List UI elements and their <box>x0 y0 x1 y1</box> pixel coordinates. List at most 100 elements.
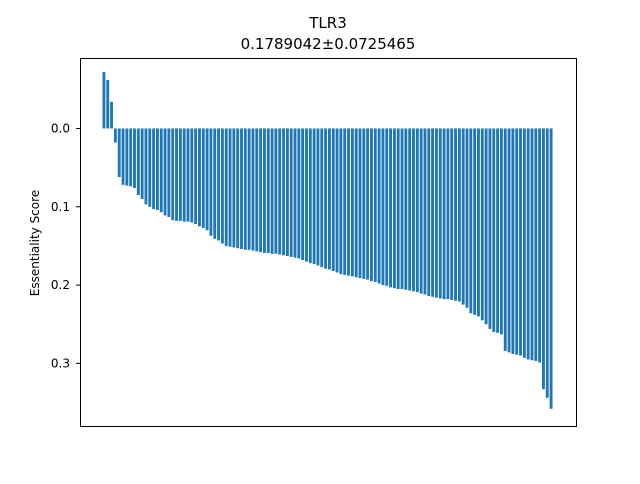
bar <box>469 128 473 314</box>
bar <box>477 128 480 317</box>
bar <box>316 128 320 266</box>
bar <box>171 128 175 221</box>
bar <box>534 128 538 362</box>
bar <box>274 128 278 254</box>
bar <box>255 128 259 252</box>
bar <box>144 128 148 205</box>
bar <box>515 128 519 355</box>
bar <box>370 128 373 282</box>
bar <box>155 128 159 210</box>
bar <box>473 128 477 315</box>
bar <box>358 128 362 279</box>
bar <box>404 128 408 290</box>
bar <box>488 128 492 329</box>
bar <box>461 128 465 305</box>
bar <box>408 128 412 291</box>
bar <box>339 128 343 275</box>
bar <box>350 128 354 277</box>
chart-subtitle: 0.1789042±0.0725465 <box>241 35 416 53</box>
bar <box>423 128 427 295</box>
bar <box>454 128 457 301</box>
plot-frame <box>80 58 577 427</box>
bar <box>282 128 285 256</box>
chart-title: TLR3 <box>308 14 347 32</box>
bar <box>217 128 221 241</box>
y-tick-label: 0.1 <box>51 200 70 214</box>
bar <box>194 128 198 224</box>
bar <box>400 128 404 289</box>
bar <box>442 128 446 300</box>
bar <box>251 128 255 251</box>
bar <box>293 128 297 258</box>
bar <box>278 128 282 255</box>
bar <box>220 128 224 244</box>
bar <box>247 128 251 250</box>
bars-group <box>102 72 553 409</box>
bar <box>148 128 152 207</box>
bar <box>289 128 293 257</box>
bar <box>385 128 389 286</box>
bar <box>415 128 419 293</box>
bar <box>503 128 507 351</box>
bar <box>396 128 400 289</box>
bar <box>117 128 121 178</box>
bar <box>243 128 247 250</box>
bar <box>152 128 156 210</box>
bar <box>343 128 347 275</box>
bar <box>190 128 194 223</box>
bar <box>381 128 385 286</box>
bar <box>431 128 435 297</box>
bar <box>133 128 136 188</box>
bar <box>366 128 370 280</box>
bar <box>110 101 113 129</box>
bar <box>182 128 186 222</box>
bar <box>377 128 381 284</box>
bar <box>507 128 511 353</box>
bar <box>389 128 392 288</box>
bar <box>434 128 438 298</box>
bar <box>324 128 328 269</box>
bar <box>167 128 171 217</box>
bar <box>446 128 450 300</box>
bar <box>163 128 167 216</box>
bar <box>412 128 415 292</box>
bar <box>347 128 350 276</box>
bar <box>301 128 305 261</box>
bar <box>522 128 526 358</box>
bar <box>419 128 423 294</box>
bar <box>480 128 484 321</box>
bar <box>259 128 263 253</box>
bar <box>240 128 243 250</box>
bar <box>106 79 110 129</box>
bar <box>102 72 106 129</box>
bar <box>224 128 228 246</box>
bar <box>538 128 542 363</box>
bar <box>450 128 454 300</box>
bar <box>270 128 274 254</box>
bar <box>511 128 515 354</box>
bar <box>457 128 461 302</box>
bar <box>519 128 522 356</box>
bar <box>545 128 549 398</box>
bar <box>335 128 339 273</box>
bar <box>121 128 125 185</box>
bar <box>125 128 129 186</box>
bar <box>263 128 266 253</box>
y-tick-label: 0.0 <box>51 121 70 135</box>
bar <box>392 128 396 289</box>
y-axis-ticks: 0.0 0.1 0.2 0.3 <box>51 121 80 370</box>
bar <box>362 128 366 279</box>
bar <box>285 128 289 257</box>
bar <box>209 128 213 236</box>
bar <box>526 128 530 360</box>
bar <box>354 128 358 278</box>
bar <box>136 128 140 196</box>
bar <box>175 128 178 221</box>
bar <box>327 128 331 270</box>
y-axis-label: Essentiality Score <box>28 190 42 296</box>
bar <box>438 128 442 299</box>
bar <box>201 128 205 228</box>
bar <box>205 128 209 231</box>
bar <box>236 128 240 249</box>
